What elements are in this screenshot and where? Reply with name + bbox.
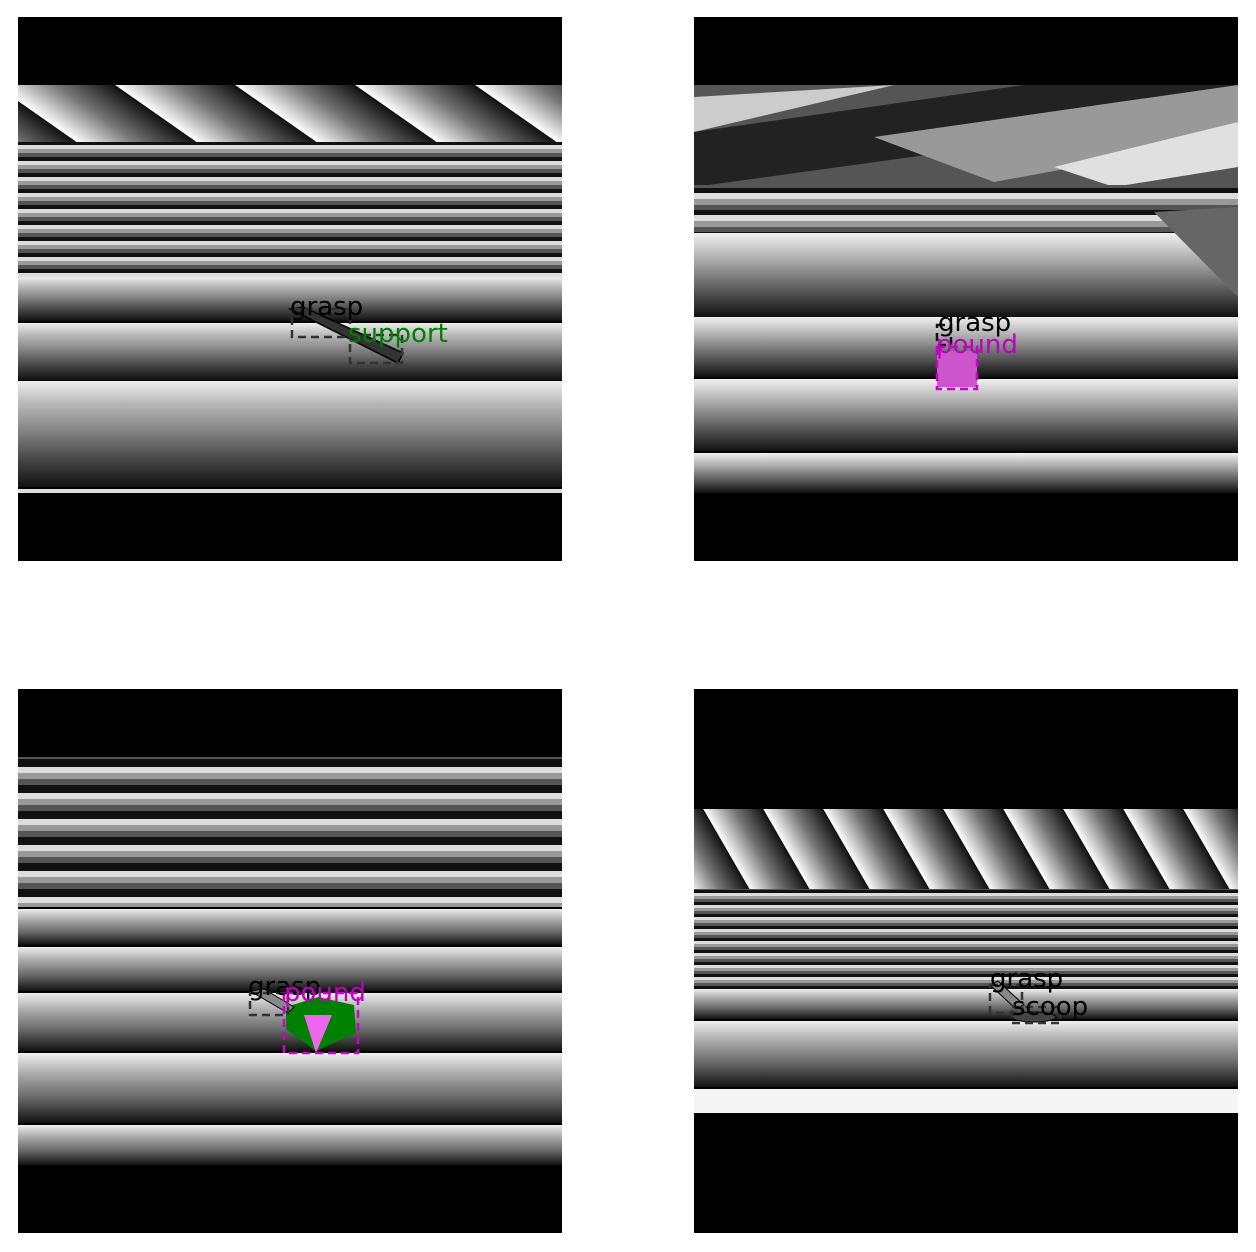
label-grasp: grasp bbox=[938, 308, 1011, 338]
grasp-bbox bbox=[935, 323, 953, 347]
pound-bbox bbox=[935, 345, 979, 391]
tool-highlight bbox=[304, 1015, 332, 1053]
pound-bbox bbox=[282, 991, 360, 1055]
label-pound: pound bbox=[936, 330, 1018, 360]
scene-top-right: grasp pound bbox=[694, 17, 1238, 561]
label-grasp: grasp bbox=[990, 964, 1063, 994]
panel-top-right: grasp pound bbox=[694, 17, 1238, 561]
panel-bottom-right: grasp scoop bbox=[694, 689, 1238, 1233]
scene-top-left: grasp support bbox=[18, 17, 562, 561]
label-pound: pound bbox=[284, 978, 366, 1008]
scoop-bbox bbox=[1010, 1005, 1062, 1025]
tool-shape bbox=[937, 351, 977, 387]
grasp-bbox bbox=[248, 991, 290, 1017]
label-grasp: grasp bbox=[290, 292, 363, 322]
support-bbox bbox=[348, 333, 404, 365]
label-scoop: scoop bbox=[1012, 992, 1088, 1022]
label-support: support bbox=[348, 319, 448, 349]
scene-bottom-left: grasp pound bbox=[18, 689, 562, 1233]
panel-top-left: grasp support bbox=[18, 17, 562, 561]
grasp-bbox bbox=[988, 983, 1024, 1015]
panel-bottom-left: grasp pound bbox=[18, 689, 562, 1233]
scene-bottom-right: grasp scoop bbox=[694, 689, 1238, 1233]
label-grasp: grasp bbox=[248, 972, 321, 1002]
tool-shape bbox=[989, 980, 1025, 1010]
grasp-bbox bbox=[290, 307, 352, 339]
